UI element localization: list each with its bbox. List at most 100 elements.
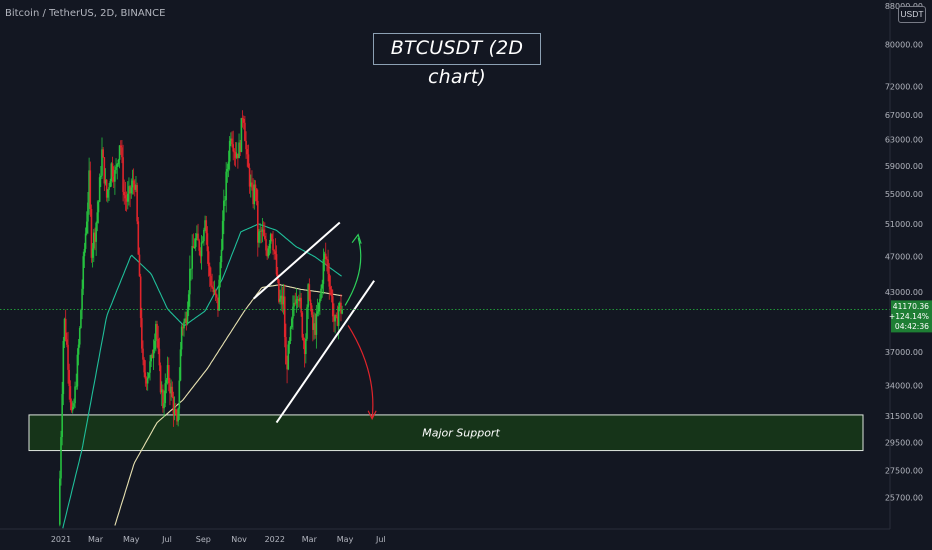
candle-body — [64, 318, 67, 340]
chart-title[interactable]: BTCUSDT (2D chart) — [373, 33, 541, 88]
candle-body — [119, 145, 122, 148]
candle-body — [334, 314, 336, 322]
candle-body — [174, 409, 177, 415]
candle-body — [235, 153, 238, 158]
candle-body — [121, 147, 123, 158]
y-tick-label: 80000.00 — [885, 40, 923, 49]
candle-body — [338, 302, 341, 307]
candle-body — [68, 369, 70, 387]
candle-body — [159, 365, 162, 393]
candle-body — [194, 238, 197, 247]
candle-body — [66, 339, 68, 345]
candle-body — [219, 262, 222, 280]
candle-body — [150, 355, 152, 362]
candle-body — [136, 185, 138, 222]
candle-body — [211, 285, 213, 288]
candle-body — [321, 283, 324, 289]
candle-body — [133, 184, 136, 190]
candle-body — [91, 248, 94, 258]
candle-body — [96, 212, 99, 223]
candle-body — [180, 326, 183, 350]
candle-body — [210, 275, 212, 286]
support-zone-layer: Major Support — [28, 414, 864, 452]
candle-body — [310, 305, 313, 315]
candle-body — [292, 306, 294, 319]
drawings-layer — [0, 221, 890, 424]
current-price-badge — [891, 300, 932, 333]
y-tick-label: 47000.00 — [885, 253, 923, 262]
candle-body — [316, 311, 319, 314]
candle-body — [269, 234, 272, 244]
candle-body — [132, 180, 135, 185]
candle-body — [300, 297, 302, 313]
candle-body — [220, 249, 223, 263]
candle-body — [109, 181, 111, 188]
candle-body — [290, 318, 293, 328]
candle-body — [105, 179, 108, 198]
candle-body — [131, 180, 134, 188]
candle-body — [73, 403, 75, 407]
candle-body — [286, 364, 288, 370]
candle-body — [110, 163, 113, 182]
arrow-up-head — [351, 233, 362, 244]
candle-body — [272, 239, 274, 251]
candle-body — [164, 383, 167, 404]
candle-body — [172, 396, 175, 414]
candle-body — [335, 314, 338, 317]
candle-body — [213, 290, 216, 293]
candle-body — [281, 295, 284, 305]
candle-body — [224, 200, 226, 201]
candle-body — [217, 297, 219, 311]
symbol-label[interactable]: Bitcoin / TetherUS, 2D, BINANCE — [5, 8, 166, 19]
candle-body — [156, 324, 158, 339]
candle-body — [259, 230, 261, 232]
candle-body — [247, 154, 250, 168]
candle-body — [223, 200, 225, 221]
candle-body — [101, 149, 103, 176]
candle-body — [208, 266, 211, 276]
x-tick-label: Mar — [88, 535, 104, 544]
y-tick-label: 55000.00 — [885, 190, 923, 199]
candle-body — [83, 248, 86, 257]
candle-body — [253, 184, 256, 205]
candle-body — [166, 365, 169, 380]
candle-body — [182, 326, 184, 329]
candle-body — [111, 163, 114, 177]
candle-body — [330, 289, 333, 297]
y-tick-label: 31500.00 — [885, 412, 923, 421]
current-price-value: 41170.36 — [893, 302, 929, 311]
candle-body — [309, 299, 312, 306]
candle-body — [315, 313, 318, 335]
candle-body — [306, 307, 308, 339]
y-tick-label: 43000.00 — [885, 288, 923, 297]
candle-body — [279, 298, 281, 302]
candle-body — [117, 159, 120, 165]
candle-body — [63, 318, 66, 341]
candle-body — [196, 233, 198, 239]
candle-body — [282, 296, 285, 305]
y-tick-label: 34000.00 — [885, 382, 923, 391]
arrow-up-curve — [344, 237, 362, 306]
candle-body — [312, 314, 314, 330]
candle-body — [103, 157, 106, 184]
candle-body — [160, 389, 163, 393]
candle-body — [246, 149, 249, 155]
candle-body — [239, 142, 242, 152]
candle-body — [81, 288, 83, 311]
candle-body — [314, 323, 316, 335]
candle-body — [297, 299, 300, 302]
currency-badge[interactable]: USDT — [898, 6, 926, 23]
candle-body — [241, 118, 244, 119]
candle-body — [149, 361, 151, 373]
candle-body — [295, 299, 298, 304]
x-tick-label: 2022 — [265, 535, 285, 544]
candle-body — [254, 184, 257, 189]
candle-body — [274, 251, 277, 255]
candle-body — [90, 209, 93, 258]
candle-body — [169, 383, 171, 394]
candle-body — [158, 348, 161, 366]
candle-body — [258, 231, 260, 243]
x-tick-label: 2021 — [51, 535, 71, 544]
candle-body — [193, 246, 196, 249]
